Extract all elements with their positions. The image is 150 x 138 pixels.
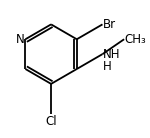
Text: H: H: [103, 60, 112, 73]
Text: NH: NH: [103, 48, 121, 61]
Text: Br: Br: [103, 18, 116, 31]
Text: CH₃: CH₃: [125, 33, 147, 46]
Text: Cl: Cl: [45, 115, 57, 128]
Text: N: N: [16, 33, 25, 46]
